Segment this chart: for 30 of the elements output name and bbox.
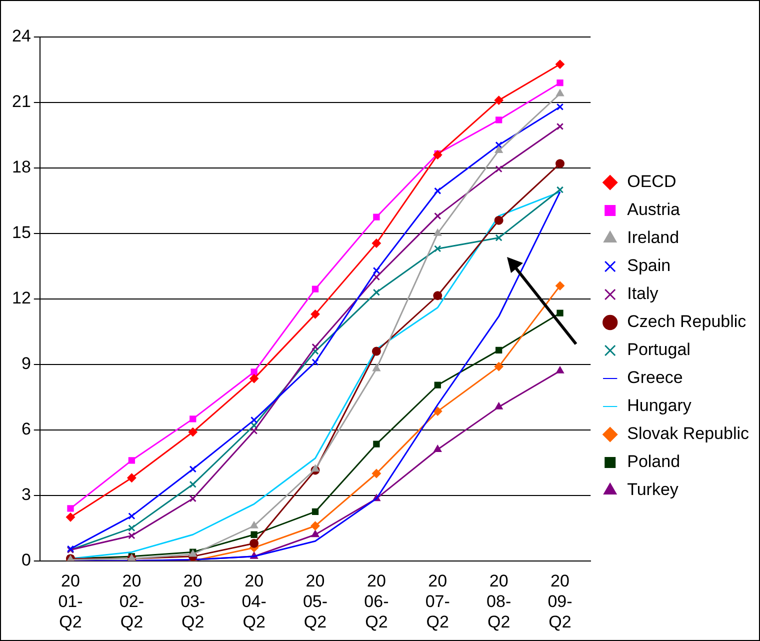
x-tick-label: 2002-Q2 bbox=[119, 572, 144, 632]
x-tick-label: 2001-Q2 bbox=[58, 572, 83, 632]
legend-label: Italy bbox=[627, 284, 659, 304]
x-tick-label: 2007-Q2 bbox=[425, 572, 450, 632]
legend-label: Czech Republic bbox=[627, 312, 747, 332]
y-tick-label: 24 bbox=[12, 26, 31, 46]
legend-label: Greece bbox=[627, 368, 683, 388]
y-tick-label: 9 bbox=[21, 354, 31, 374]
legend-label: OECD bbox=[627, 172, 676, 192]
legend-label: Turkey bbox=[627, 480, 679, 500]
legend-label: Austria bbox=[627, 200, 681, 220]
x-tick-label: 2008-Q2 bbox=[486, 572, 512, 632]
y-tick-label: 21 bbox=[12, 92, 31, 112]
y-tick-label: 12 bbox=[12, 288, 31, 308]
legend-label: Ireland bbox=[627, 228, 680, 248]
legend-label: Slovak Republic bbox=[627, 424, 750, 444]
y-tick-label: 15 bbox=[12, 223, 31, 242]
x-tick-label: 2003-Q2 bbox=[180, 572, 206, 632]
legend-label: Portugal bbox=[627, 340, 690, 360]
legend-label: Poland bbox=[627, 452, 680, 472]
y-tick-label: 18 bbox=[12, 158, 31, 177]
legend-label: Hungary bbox=[627, 396, 692, 416]
y-tick-label: 0 bbox=[21, 550, 31, 570]
y-tick-label: 6 bbox=[21, 420, 31, 439]
y-tick-label: 3 bbox=[21, 485, 31, 504]
legend-label: Spain bbox=[627, 256, 671, 276]
x-tick-label: 2009-Q2 bbox=[548, 572, 572, 632]
x-tick-label: 2006-Q2 bbox=[364, 572, 389, 632]
x-tick-label: 2004-Q2 bbox=[242, 572, 266, 632]
x-tick-label: 2005-Q2 bbox=[302, 572, 328, 632]
